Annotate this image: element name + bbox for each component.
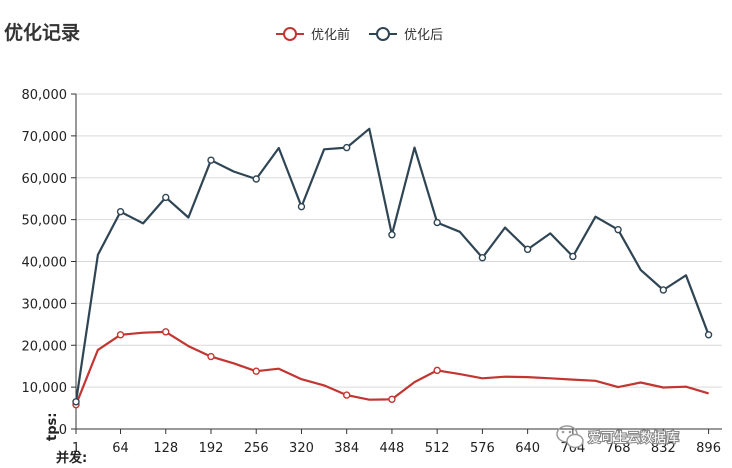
- data-point[interactable]: [342, 391, 351, 399]
- series-before: [72, 328, 709, 409]
- x-axis-label: 并发:: [56, 450, 87, 466]
- data-point[interactable]: [342, 143, 351, 152]
- x-tick-label: 64: [112, 441, 129, 456]
- x-tick-label: 448: [380, 441, 405, 456]
- x-axis-ticks: 1 64 128 192 256 320 384 448 512 576 640 704 768 832 8…: [72, 429, 721, 456]
- data-point[interactable]: [116, 331, 125, 339]
- data-point[interactable]: [252, 367, 260, 375]
- legend-marker-after: [376, 27, 390, 41]
- x-tick-label: 320: [289, 441, 314, 456]
- data-point[interactable]: [116, 207, 125, 216]
- data-point[interactable]: [523, 245, 532, 254]
- series-lines: [72, 127, 713, 409]
- x-tick-label: 576: [470, 441, 495, 456]
- legend-marker-before: [283, 27, 297, 41]
- x-tick-label: 512: [425, 441, 450, 456]
- y-tick-label: 10,000: [22, 381, 68, 396]
- y-tick-label: 60,000: [22, 172, 68, 187]
- legend-label-before: 优化前: [311, 27, 350, 43]
- data-point[interactable]: [569, 252, 577, 261]
- y-tick-label: 40,000: [22, 256, 68, 271]
- series-line: [74, 330, 709, 406]
- data-point[interactable]: [704, 331, 713, 339]
- x-tick-label: 1: [72, 441, 80, 456]
- y-tick-label: 50,000: [22, 214, 68, 229]
- data-point[interactable]: [162, 193, 170, 202]
- y-tick-label: 80,000: [22, 88, 68, 103]
- data-point[interactable]: [72, 398, 80, 406]
- y-axis-ticks: 0 10,000 20,000 30,000 40,000 50,000 60,000 70,…: [22, 88, 76, 438]
- watermark-text: 爱可生云数据库: [588, 430, 679, 446]
- watermark: 爱可生云数据库: [556, 425, 680, 449]
- data-point[interactable]: [388, 395, 396, 403]
- series-after: [72, 127, 713, 406]
- legend-label-after: 优化后: [404, 28, 443, 43]
- x-tick-label: 192: [199, 441, 224, 456]
- y-tick-label: 0: [59, 423, 67, 438]
- x-tick-label: 896: [696, 441, 721, 456]
- data-point[interactable]: [207, 156, 215, 164]
- x-tick-label: 384: [334, 441, 359, 456]
- legend[interactable]: 优化前 优化后: [276, 27, 443, 43]
- data-point[interactable]: [207, 352, 215, 361]
- data-point[interactable]: [297, 202, 306, 211]
- grid: [75, 93, 722, 430]
- y-tick-label: 30,000: [22, 297, 68, 312]
- legend-item-before[interactable]: 优化前: [276, 27, 350, 43]
- x-tick-label: 128: [153, 441, 178, 456]
- data-point[interactable]: [614, 225, 622, 234]
- data-point[interactable]: [162, 328, 170, 336]
- data-point[interactable]: [659, 286, 668, 294]
- x-tick-label: 640: [515, 441, 540, 456]
- chart-title: 优化记录: [4, 21, 80, 44]
- data-point[interactable]: [433, 218, 441, 227]
- x-tick-label: 768: [606, 441, 631, 456]
- x-tick-label: 832: [651, 441, 676, 456]
- y-tick-label: 70,000: [22, 130, 68, 145]
- data-point[interactable]: [388, 230, 396, 239]
- data-point[interactable]: [433, 366, 441, 375]
- data-point[interactable]: [478, 254, 487, 262]
- data-point[interactable]: [252, 175, 260, 183]
- y-axis-label: tps:: [45, 413, 60, 441]
- y-tick-label: 20,000: [22, 339, 68, 354]
- legend-item-after[interactable]: 优化后: [369, 27, 443, 43]
- series-line: [74, 127, 710, 402]
- x-tick-label: 256: [244, 441, 269, 456]
- wechat-icon: [556, 425, 584, 449]
